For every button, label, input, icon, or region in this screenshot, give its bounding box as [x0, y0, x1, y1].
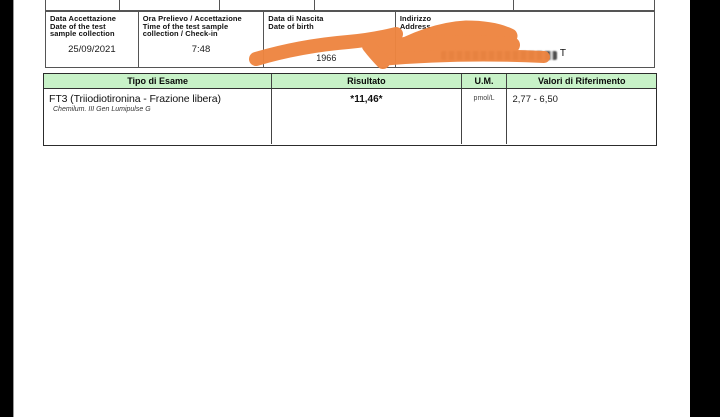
cell-reference: 2,77 - 6,50	[507, 89, 656, 144]
info-label: Address	[399, 21, 431, 31]
lab-report-document	[13, 0, 690, 417]
birth-year-fragment: 1966	[316, 53, 337, 63]
info-label: Date of the test	[50, 21, 106, 31]
table-grid-line	[219, 0, 220, 10]
obscured-address-text	[440, 51, 557, 60]
acceptance-info-table: Data Accettazione Date of the test sampl…	[45, 11, 655, 68]
checkin-time-value: 7:48	[191, 43, 211, 55]
table-grid-line	[513, 0, 514, 10]
table-grid-line	[119, 0, 120, 10]
info-label: sample collection	[50, 29, 115, 39]
cell-unit: pmol/L	[462, 89, 508, 144]
result-row-ft3: FT3 (Triiodiotironina - Frazione libera)…	[44, 89, 656, 144]
info-cell-checkin-time: Ora Prelievo / Accettazione Time of the …	[139, 12, 265, 67]
cell-test-name: FT3 (Triiodiotironina - Frazione libera)…	[44, 89, 273, 144]
header-valori-riferimento: Valori di Riferimento	[507, 74, 656, 88]
info-label: Date of birth	[268, 21, 314, 31]
cutoff-table-row	[45, 0, 655, 11]
acceptance-date-value: 25/09/2021	[68, 43, 116, 55]
test-results-table: Tipo di Esame Risultato U.M. Valori di R…	[43, 73, 657, 146]
address-fragment: T	[559, 48, 566, 59]
header-um: U.M.	[461, 74, 508, 88]
table-grid-line	[314, 0, 315, 10]
header-risultato: Risultato	[272, 74, 462, 88]
info-cell-birth-date: Data di Nascita Date of birth 1966	[264, 12, 396, 67]
cell-result: *11,46*	[272, 89, 462, 144]
info-label: Data Accettazione	[50, 14, 117, 23]
result-value: *11,46*	[350, 94, 383, 105]
results-header-row: Tipo di Esame Risultato U.M. Valori di R…	[44, 74, 656, 89]
test-name: FT3 (Triiodiotironina - Frazione libera)	[49, 93, 221, 105]
info-label: collection / Check-in	[142, 29, 218, 39]
reference-range-value: 2,77 - 6,50	[512, 94, 558, 105]
info-label: Ora Prelievo / Accettazione	[142, 14, 242, 23]
info-label: Time of the test sample	[142, 21, 229, 31]
info-label: Data di Nascita	[268, 14, 324, 23]
test-method: Chemilum. III Gen Lumipulse G	[53, 106, 151, 113]
header-tipo-di-esame: Tipo di Esame	[44, 74, 273, 88]
unit-value: pmol/L	[473, 95, 495, 102]
info-label: Indirizzo	[399, 14, 432, 23]
info-cell-acceptance-date: Data Accettazione Date of the test sampl…	[46, 12, 139, 67]
info-cell-address: Indirizzo Address T	[396, 12, 654, 67]
